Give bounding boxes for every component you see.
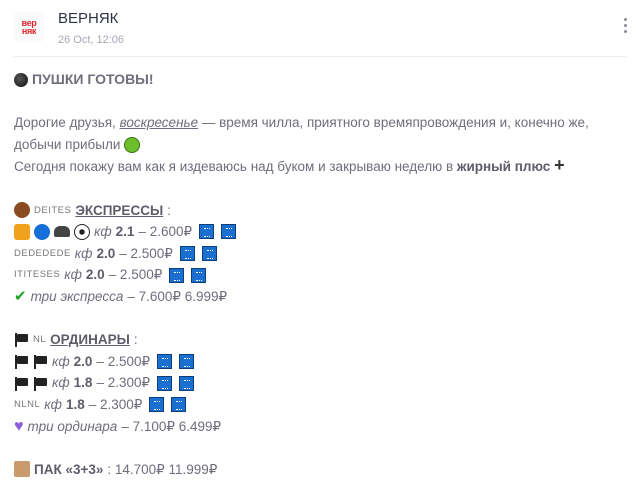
- channel-name[interactable]: ВЕРНЯК: [58, 10, 119, 27]
- summary-price: – 7.600₽ 6.999₽: [127, 288, 228, 304]
- flag-text: NL: [33, 334, 47, 346]
- stake: – 2.600₽: [138, 224, 193, 240]
- bomb-icon: [14, 72, 28, 87]
- keycap-1234-icon: [171, 397, 187, 413]
- lion-icon: [14, 223, 30, 240]
- black-flag-icon: [33, 376, 48, 391]
- intro-text: Сегодня покажу вам как я издеваюсь над б…: [14, 159, 457, 175]
- colon: :: [133, 332, 138, 348]
- avatar-logo-text: няк: [21, 26, 37, 36]
- purple-heart-icon: ♥: [14, 417, 24, 435]
- intro-bold: жирный плюс: [456, 159, 551, 175]
- stake: – 2.300₽: [96, 375, 151, 391]
- stake: – 2.300₽: [88, 396, 143, 412]
- money-mouth-face-icon: [124, 137, 141, 154]
- keycap-1234-icon: [179, 246, 195, 262]
- black-flag-icon: [33, 354, 48, 370]
- summary-label: три ординара: [27, 418, 118, 434]
- check-mark-icon: ✔: [14, 287, 27, 305]
- keycap-1234-icon: [179, 354, 195, 370]
- singles-summary: ♥ три ординара – 7.100₽ 6.499₽: [14, 416, 629, 438]
- express-summary: ✔ три экспресса – 7.600₽ 6.999₽: [14, 286, 629, 308]
- plus-icon: +: [554, 155, 565, 176]
- keycap-1234-icon: [169, 267, 185, 283]
- express-row: кф 2.1 – 2.600₽: [14, 221, 629, 243]
- post-body: ПУШКИ ГОТОВЫ! Дорогие друзья, воскресень…: [14, 69, 629, 480]
- kf-label: кф: [74, 245, 93, 261]
- bison-icon: [54, 226, 70, 238]
- singles-heading-text[interactable]: ОРДИНАРЫ: [50, 332, 130, 348]
- soccer-ball-icon: [74, 223, 90, 240]
- kf-label: кф: [64, 267, 82, 283]
- express-row: DEDEDEDE кф 2.0 – 2.500₽: [14, 243, 629, 265]
- intro-text: — время чилла, приятного времяпровождени…: [14, 115, 589, 152]
- odds: 2.0: [73, 353, 93, 369]
- kf-label: кф: [44, 396, 62, 412]
- odds: 2.0: [85, 267, 105, 283]
- colon: :: [167, 202, 171, 218]
- flag-text: DEITES: [34, 204, 72, 216]
- keycap-1234-icon: [191, 267, 207, 283]
- flag-text: NLNL: [14, 398, 41, 410]
- black-flag-icon: [14, 332, 29, 348]
- singles-heading: NL ОРДИНАРЫ:: [14, 329, 629, 351]
- express-heading-text[interactable]: ЭКСПРЕССЫ: [75, 202, 164, 218]
- singles-row: кф 1.8 – 2.300₽: [14, 372, 629, 394]
- kf-label: кф: [52, 375, 70, 391]
- pack-price: : 14.700₽ 11.999₽: [107, 461, 218, 477]
- keycap-1234-icon: [201, 246, 217, 262]
- odds: 1.8: [65, 396, 85, 412]
- intro-paragraph: Дорогие друзья, воскресенье — время чилл…: [14, 112, 629, 178]
- pack-line: ПАК «3+3»: 14.700₽ 11.999₽: [14, 459, 629, 481]
- flag-text: DEDEDEDE: [14, 247, 71, 259]
- kf-label: кф: [52, 353, 70, 369]
- odds: 2.1: [115, 224, 135, 240]
- kf-label: кф: [94, 224, 112, 240]
- post-timestamp: 26 Oct, 12:06: [58, 34, 125, 46]
- keycap-1234-icon: [221, 224, 237, 240]
- black-flag-icon: [14, 354, 29, 370]
- blue-circle-icon: [34, 223, 50, 240]
- intro-link[interactable]: воскресенье: [119, 115, 199, 131]
- channel-avatar[interactable]: вер няк: [14, 12, 44, 42]
- express-heading: DEITES ЭКСПРЕССЫ:: [14, 200, 629, 222]
- package-icon: [14, 461, 30, 478]
- intro-text: Дорогие друзья,: [14, 115, 120, 131]
- summary-price: – 7.100₽ 6.499₽: [121, 418, 222, 434]
- post-title-line: ПУШКИ ГОТОВЫ!: [14, 69, 629, 91]
- singles-row: кф 2.0 – 2.500₽: [14, 351, 629, 373]
- pack-label: ПАК «3+3»: [34, 461, 104, 477]
- divider: [13, 56, 627, 57]
- stake: – 2.500₽: [108, 267, 163, 283]
- keycap-1234-icon: [149, 397, 165, 413]
- stake: – 2.500₽: [96, 353, 151, 369]
- avatar-logo-text: вер: [21, 18, 37, 28]
- more-vertical-icon[interactable]: [624, 18, 628, 33]
- odds: 1.8: [73, 375, 93, 391]
- post-header: вер няк ВЕРНЯК 26 Oct, 12:06: [0, 0, 640, 56]
- express-row: ITITESES кф 2.0 – 2.500₽: [14, 264, 629, 286]
- summary-label: три экспресса: [30, 288, 124, 304]
- post-title: ПУШКИ ГОТОВЫ!: [32, 71, 154, 87]
- singles-row: NLNL кф 1.8 – 2.300₽: [14, 394, 629, 416]
- bear-icon: [14, 202, 30, 219]
- stake: – 2.500₽: [119, 245, 173, 261]
- keycap-1234-icon: [179, 375, 195, 391]
- keycap-1234-icon: [199, 224, 215, 240]
- odds: 2.0: [96, 245, 116, 261]
- keycap-1234-icon: [157, 354, 173, 370]
- keycap-1234-icon: [157, 375, 173, 391]
- flag-text: ITITESES: [14, 269, 61, 281]
- black-flag-icon: [14, 376, 29, 391]
